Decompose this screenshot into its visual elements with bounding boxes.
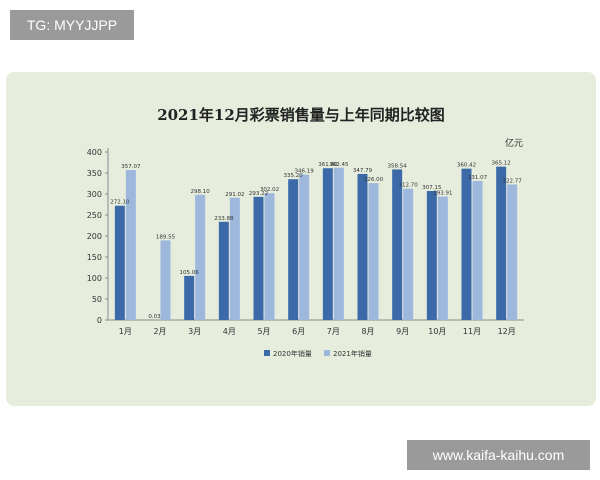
data-label: 291.02 [225,192,244,198]
y-tick-label: 50 [92,295,102,304]
data-label: 189.55 [156,234,176,240]
bar-2020 [392,169,403,320]
legend-swatch-2020 [264,350,270,356]
x-tick-label: 1月 [119,327,132,336]
data-label: 331.07 [468,175,488,181]
data-label: 298.10 [191,189,211,195]
bar-2021 [264,193,275,320]
watermark-top: TG: MYYJJPP [10,10,134,40]
watermark-bottom: www.kaifa-kaihu.com [407,440,590,470]
data-label: 365.12 [492,161,511,167]
data-label: 361.40 [318,162,338,168]
data-label: 272.10 [110,200,130,206]
unit-label: 亿元 [505,137,523,149]
y-tick-label: 200 [87,232,102,241]
bar-2021 [437,196,448,320]
x-tick-label: 2月 [153,327,166,336]
x-tick-label: 4月 [223,327,236,336]
y-tick-label: 150 [87,253,102,262]
bar-2021 [229,197,240,320]
bar-2020 [496,166,507,320]
data-label: 302.02 [260,187,279,193]
legend-label-2021: 2021年销量 [333,349,372,358]
data-label: 335.20 [284,173,304,179]
x-tick-label: 9月 [396,327,409,336]
bar-2020 [253,196,264,320]
bar-2020 [426,190,437,320]
chart-card: 2021年12月彩票销售量与上年同期比较图 0 50 100 150 200 250 300… [6,72,596,406]
x-tick-label: 6月 [292,327,305,336]
bar-chart: 2021年12月彩票销售量与上年同期比较图 0 50 100 150 200 250 300… [87,106,524,358]
data-label: 322.77 [503,178,523,184]
data-label: 357.07 [121,164,141,170]
data-label: 362.45 [329,162,349,168]
data-label: 358.54 [388,163,408,169]
bar-2020 [288,179,299,320]
bar-2020 [114,205,125,320]
bar-2021 [125,170,136,320]
y-tick-label: 300 [87,190,102,199]
x-tick-label: 3月 [188,327,201,336]
bar-2021 [195,194,206,320]
bar-2021 [368,183,379,320]
bar-2021 [299,174,310,320]
bar-2020 [357,173,368,320]
bar-2020 [218,221,229,320]
data-label: 360.42 [457,163,476,169]
y-tick-label: 100 [87,274,102,283]
y-tick-label: 350 [87,169,102,178]
bar-2021 [472,180,483,320]
bar-2021 [160,240,171,320]
data-label: 293.22 [249,191,268,197]
legend-label-2020: 2020年销量 [273,349,312,358]
x-tick-label: 10月 [428,327,446,336]
chart-title: 2021年12月彩票销售量与上年同期比较图 [157,106,445,124]
bar-2020 [461,168,472,320]
data-label: 293.91 [433,191,452,197]
x-tick-label: 12月 [498,327,516,336]
bar-2020 [322,168,333,320]
x-tick-label: 7月 [327,327,340,336]
data-label: 346.19 [295,169,315,175]
bar-2021 [507,184,518,320]
bar-2020 [184,275,195,320]
data-label: 233.88 [214,216,234,222]
y-tick-label: 400 [87,148,102,157]
y-tick-label: 0 [97,316,102,325]
data-label: 0.03 [148,314,161,320]
x-tick-label: 8月 [361,327,374,336]
bar-2021 [333,167,344,320]
data-label: 347.79 [353,168,373,174]
y-tick-label: 250 [87,211,102,220]
bar-2021 [403,188,414,320]
data-label: 307.15 [422,185,442,191]
x-tick-label: 5月 [257,327,270,336]
data-label: 312.70 [399,183,419,189]
data-label: 105.06 [180,270,200,276]
x-tick-label: 11月 [463,327,481,336]
legend-swatch-2021 [324,350,330,356]
data-label: 326.00 [364,177,384,183]
